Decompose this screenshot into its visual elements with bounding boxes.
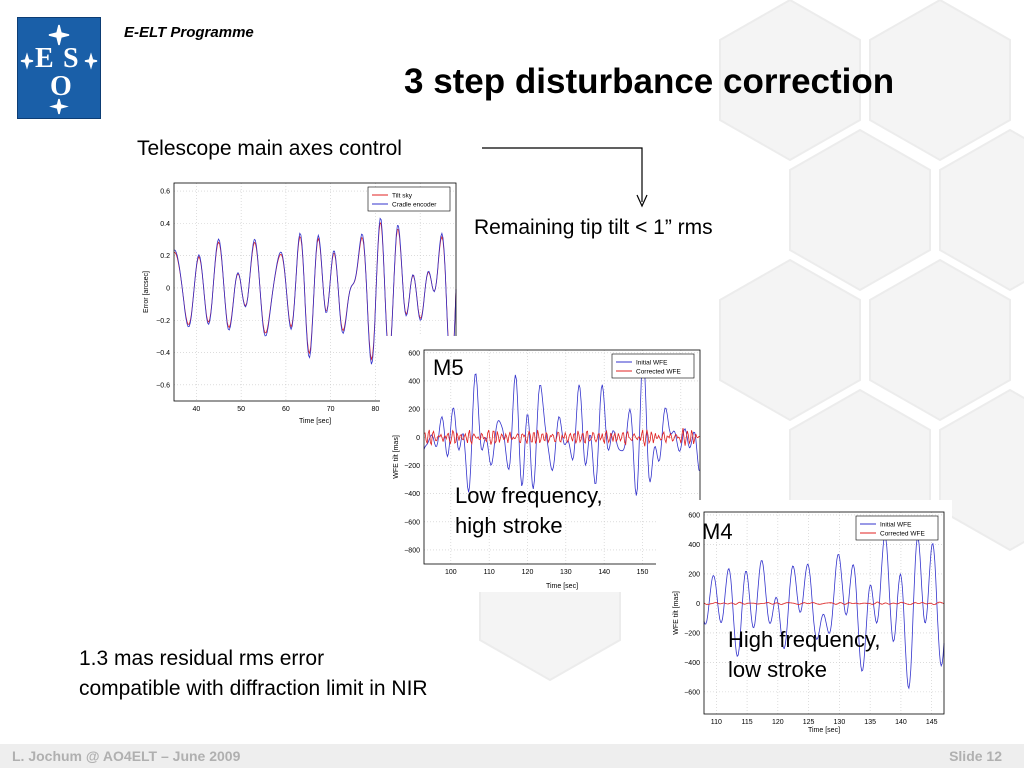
series-line-0 (423, 354, 701, 496)
legend-box (855, 515, 939, 541)
y-tick-label: 0.4 (160, 221, 170, 228)
y-tick-label: −600 (404, 519, 420, 526)
caption-remaining-tip-tilt: Remaining tip tilt < 1” rms (474, 216, 713, 239)
y-axis-label: WFE tilt [mas] (673, 591, 680, 635)
legend-entry: Corrected WFE (636, 369, 681, 376)
y-tick-label: 0 (166, 285, 170, 292)
caption-main-axes: Telescope main axes control (137, 137, 402, 160)
m5-desc-line1: Low frequency, (455, 483, 603, 508)
y-tick-label: 0.6 (160, 189, 170, 196)
x-tick-label: 50 (237, 406, 245, 413)
m5-wfe-chart: 100110120130140150160−800−600−400−200020… (393, 349, 701, 590)
x-tick-label: 110 (711, 719, 722, 726)
y-tick-label: −600 (684, 689, 700, 696)
x-tick-label: 150 (637, 569, 649, 576)
y-tick-label: 0 (696, 601, 700, 608)
x-tick-label: 100 (445, 569, 457, 576)
slide-number: Slide 12 (949, 748, 1002, 764)
x-tick-label: 40 (192, 406, 200, 413)
x-tick-label: 120 (522, 569, 534, 576)
x-tick-label: 120 (772, 719, 784, 726)
svg-text:E: E (35, 43, 54, 74)
x-tick-label: 140 (895, 719, 907, 726)
series-line-1 (423, 428, 701, 447)
m5-desc-line2: high stroke (455, 513, 563, 538)
x-axis-label: Time [sec] (808, 727, 840, 734)
y-tick-label: 400 (688, 542, 700, 549)
legend-entry: Initial WFE (636, 360, 668, 367)
m5-label: M5 (433, 355, 464, 380)
caption-residual-line1: 1.3 mas residual rms error (79, 647, 325, 670)
legend-box (367, 186, 451, 212)
plot-frame (423, 349, 701, 565)
plot-frame (703, 511, 945, 715)
y-tick-label: 200 (408, 407, 420, 414)
y-tick-label: 600 (408, 350, 420, 357)
m4-wfe-plot: 110 115 120 125 130 135 140 145 −600 −400 −200 0 200… (656, 500, 952, 736)
x-tick-label: 125 (803, 719, 815, 726)
legend-entry: Corrected WFE (880, 531, 925, 538)
y-axis-label: WFE tilt [mas] (393, 435, 400, 479)
m4-label: M4 (702, 519, 733, 544)
svg-text:O: O (50, 71, 72, 102)
y-tick-label: 400 (408, 378, 420, 385)
y-tick-label: −0.6 (156, 382, 170, 389)
y-tick-label: −800 (404, 547, 420, 554)
m5-wfe-plot: 100110120130140150160−800−600−400−200020… (380, 336, 710, 592)
footer-author: L. Jochum @ AO4ELT – June 2009 (12, 748, 241, 764)
legend-entry: Cradle encoder (392, 202, 437, 209)
x-tick-label: 60 (282, 406, 290, 413)
series-line-1 (703, 601, 945, 606)
x-tick-label: 70 (327, 406, 335, 413)
x-axis-label: Time [sec] (299, 418, 331, 425)
caption-residual-line2: compatible with diffraction limit in NIR (79, 677, 428, 700)
legend-entry: Initial WFE (880, 522, 912, 529)
series-line-0 (703, 533, 945, 690)
series-line-1 (173, 217, 457, 380)
arrow-connector (482, 147, 648, 208)
x-tick-label: 130 (560, 569, 572, 576)
plot-frame (173, 182, 457, 402)
x-tick-label: 110 (484, 569, 495, 576)
y-tick-label: −0.4 (156, 350, 170, 357)
y-tick-label: 600 (688, 512, 700, 519)
footer-bar (0, 744, 1024, 768)
programme-name: E-ELT Programme (124, 24, 254, 41)
m4-desc-line1: High frequency, (728, 627, 881, 652)
y-tick-label: 0 (416, 435, 420, 442)
x-tick-label: 140 (598, 569, 610, 576)
x-tick-label: 130 (834, 719, 846, 726)
y-axis-label: Error [arcsec] (143, 271, 150, 313)
m4-wfe-chart: 110 115 120 125 130 135 140 145 −600 −400 −200 0 200… (673, 511, 945, 734)
x-tick-label: 80 (372, 406, 380, 413)
x-axis-label: Time [sec] (546, 583, 578, 590)
legend-box (611, 353, 695, 379)
slide-title: 3 step disturbance correction (404, 62, 895, 101)
eso-logo: E SO (17, 17, 101, 119)
x-tick-label: 115 (741, 719, 752, 726)
y-tick-label: 200 (688, 571, 700, 578)
y-tick-label: −200 (404, 463, 420, 470)
m4-desc-line2: low stroke (728, 657, 828, 682)
y-tick-label: −400 (684, 660, 700, 667)
x-tick-label: 135 (864, 719, 876, 726)
y-tick-label: −200 (684, 630, 700, 637)
legend-entry: Tilt sky (392, 193, 413, 200)
y-tick-label: −0.2 (156, 318, 170, 325)
y-tick-label: −400 (404, 491, 420, 498)
y-tick-label: 0.2 (160, 253, 170, 260)
x-tick-label: 145 (926, 719, 938, 726)
svg-text:S: S (63, 43, 79, 74)
